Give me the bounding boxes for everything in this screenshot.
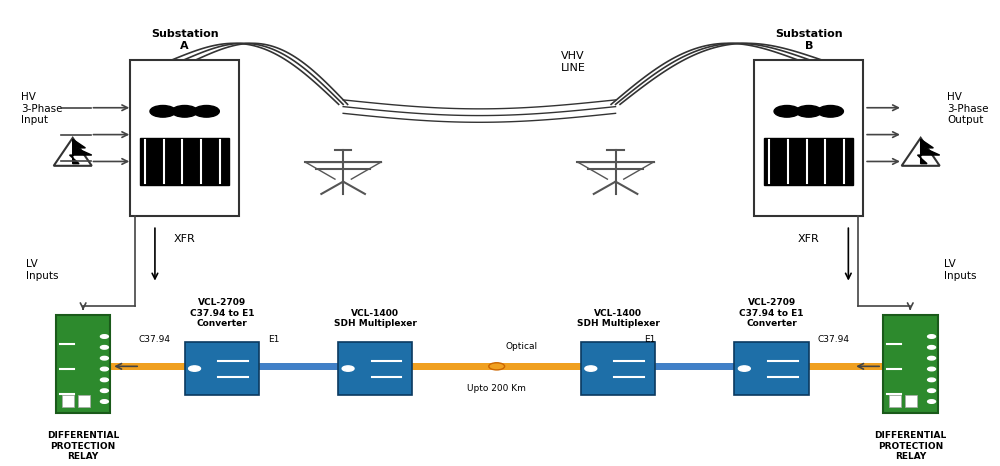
Bar bbox=[338, 342, 412, 396]
Text: C37.94: C37.94 bbox=[139, 335, 171, 344]
Bar bbox=[140, 138, 229, 185]
Circle shape bbox=[100, 346, 108, 349]
Bar bbox=[889, 396, 901, 407]
Circle shape bbox=[150, 105, 176, 117]
Bar bbox=[56, 315, 110, 413]
Circle shape bbox=[928, 378, 936, 382]
Text: Substation
B: Substation B bbox=[775, 29, 843, 51]
Circle shape bbox=[100, 389, 108, 392]
Bar bbox=[581, 342, 655, 396]
Circle shape bbox=[100, 367, 108, 371]
Text: VCL-2709
C37.94 to E1
Converter: VCL-2709 C37.94 to E1 Converter bbox=[739, 298, 804, 328]
Bar bbox=[734, 342, 809, 396]
Circle shape bbox=[489, 363, 505, 370]
Text: Substation
A: Substation A bbox=[151, 29, 218, 51]
Circle shape bbox=[585, 366, 597, 371]
Circle shape bbox=[738, 366, 750, 371]
Circle shape bbox=[342, 366, 354, 371]
Circle shape bbox=[928, 346, 936, 349]
Circle shape bbox=[100, 400, 108, 403]
Circle shape bbox=[928, 356, 936, 360]
Circle shape bbox=[194, 105, 219, 117]
Text: Optical: Optical bbox=[505, 342, 538, 350]
Circle shape bbox=[928, 389, 936, 392]
Text: DIFFERENTIAL
PROTECTION
RELAY: DIFFERENTIAL PROTECTION RELAY bbox=[47, 431, 119, 461]
Text: VCL-2709
C37.94 to E1
Converter: VCL-2709 C37.94 to E1 Converter bbox=[190, 298, 254, 328]
Bar bbox=[764, 138, 853, 185]
Circle shape bbox=[100, 335, 108, 338]
Bar bbox=[62, 396, 74, 407]
Text: HV
3-Phase
Output: HV 3-Phase Output bbox=[947, 92, 989, 125]
Circle shape bbox=[774, 105, 800, 117]
Text: LV
Inputs: LV Inputs bbox=[944, 259, 977, 281]
Bar bbox=[905, 396, 917, 407]
Bar bbox=[754, 60, 863, 216]
Bar bbox=[185, 342, 259, 396]
Text: E1: E1 bbox=[645, 335, 656, 344]
Text: LV
Inputs: LV Inputs bbox=[26, 259, 59, 281]
Bar bbox=[883, 315, 938, 413]
Text: VCL-1400
SDH Multiplexer: VCL-1400 SDH Multiplexer bbox=[334, 309, 417, 328]
Text: VCL-1400
SDH Multiplexer: VCL-1400 SDH Multiplexer bbox=[577, 309, 659, 328]
Text: Upto 200 Km: Upto 200 Km bbox=[467, 384, 526, 393]
Polygon shape bbox=[917, 139, 940, 164]
Circle shape bbox=[818, 105, 843, 117]
Text: C37.94: C37.94 bbox=[817, 335, 849, 344]
Circle shape bbox=[189, 366, 200, 371]
Circle shape bbox=[928, 335, 936, 338]
Bar bbox=[78, 396, 90, 407]
Text: XFR: XFR bbox=[174, 234, 196, 244]
Text: DIFFERENTIAL
PROTECTION
RELAY: DIFFERENTIAL PROTECTION RELAY bbox=[874, 431, 946, 461]
Text: XFR: XFR bbox=[798, 234, 820, 244]
Circle shape bbox=[928, 367, 936, 371]
Circle shape bbox=[928, 400, 936, 403]
Circle shape bbox=[796, 105, 822, 117]
Text: HV
3-Phase
Input: HV 3-Phase Input bbox=[21, 92, 63, 125]
Polygon shape bbox=[70, 139, 92, 164]
Text: VHV
LINE: VHV LINE bbox=[561, 51, 586, 73]
Text: E1: E1 bbox=[268, 335, 279, 344]
Bar bbox=[130, 60, 239, 216]
Circle shape bbox=[100, 356, 108, 360]
Circle shape bbox=[172, 105, 198, 117]
Circle shape bbox=[100, 378, 108, 382]
